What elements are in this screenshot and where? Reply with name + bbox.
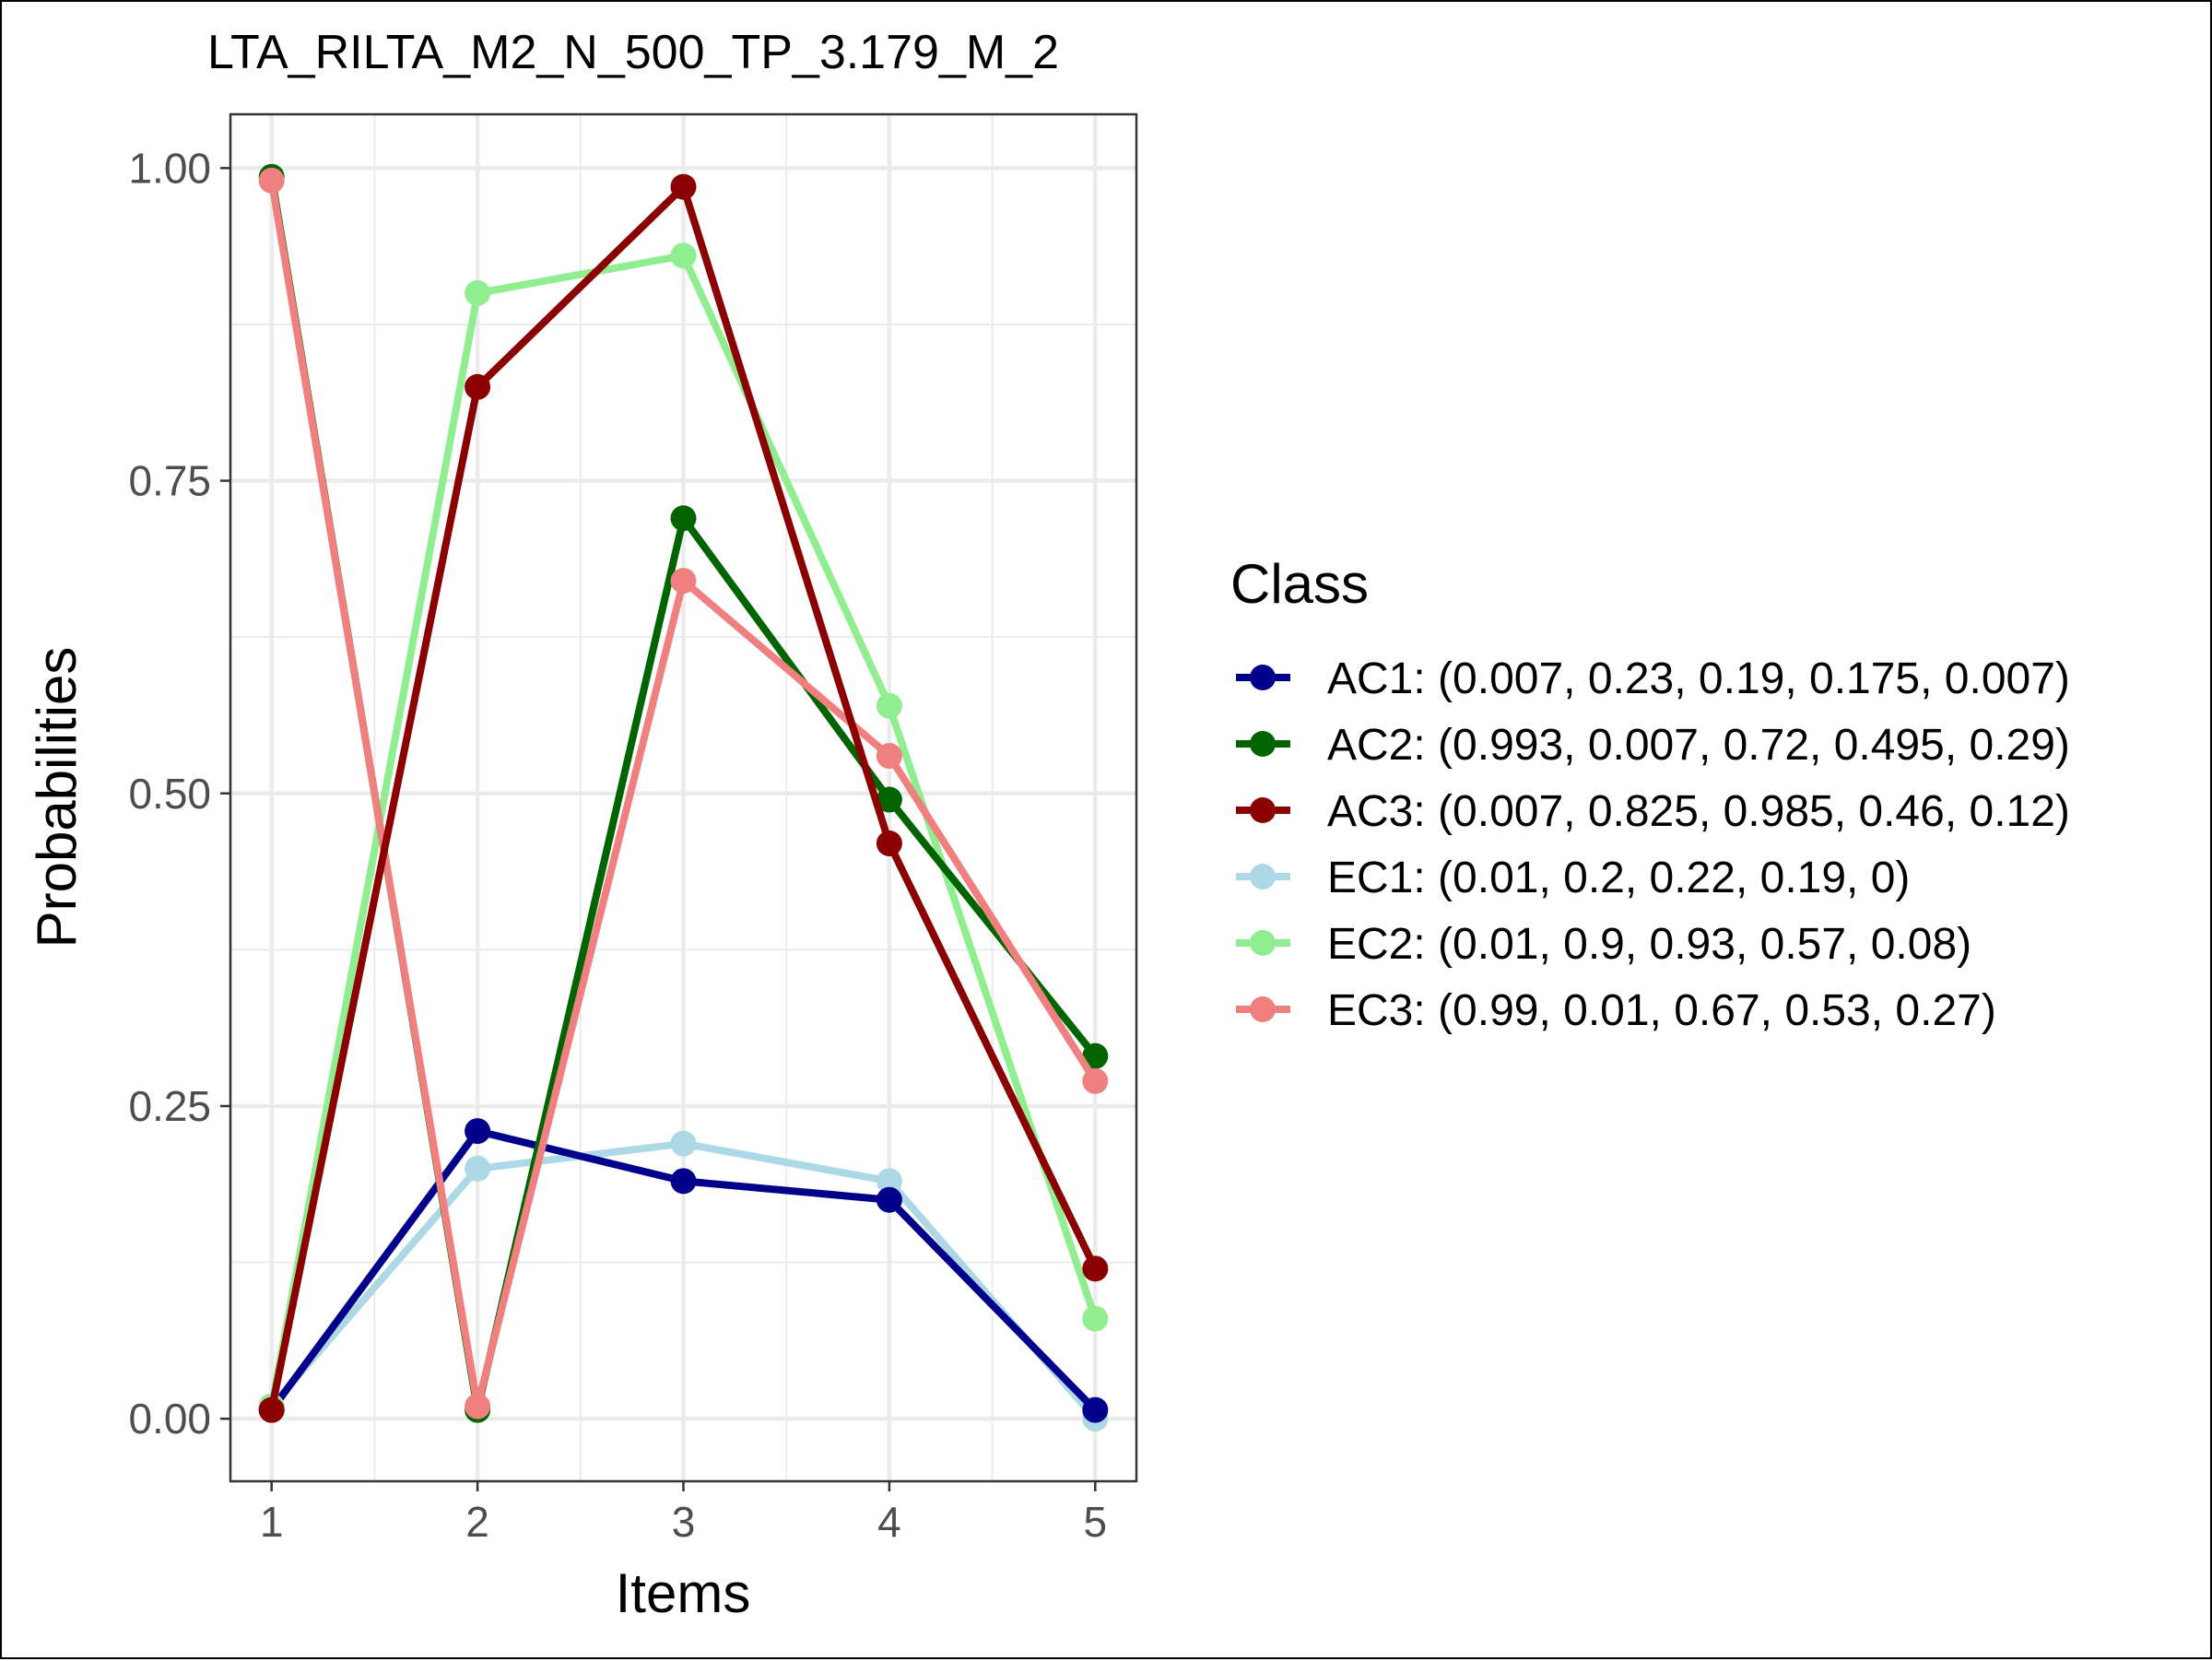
legend-label-ac3: AC3: (0.007, 0.825, 0.985, 0.46, 0.12) [1327,787,2070,836]
data-point-ac2 [1082,1043,1109,1069]
legend-item-ec1: EC1: (0.01, 0.2, 0.22, 0.19, 0) [1236,854,1910,902]
data-point-ac1 [1082,1396,1109,1423]
legend-label-ec3: EC3: (0.99, 0.01, 0.67, 0.53, 0.27) [1327,986,1996,1035]
legend-items: AC1: (0.007, 0.23, 0.19, 0.175, 0.007) AC… [1236,654,2070,1035]
x-tick-label: 1 [260,1498,284,1546]
data-point-ac1 [465,1118,491,1145]
data-point-ec1 [465,1155,491,1182]
data-point-ac3 [258,1396,285,1423]
series-ac3 [258,173,1109,1423]
legend-key-point-ec1 [1250,864,1276,889]
data-point-ec3 [1082,1067,1109,1094]
legend-key-point-ac3 [1250,797,1276,823]
x-tick-label: 4 [877,1498,901,1546]
y-tick-label: 0.50 [128,770,211,818]
series-layer [258,163,1109,1432]
data-point-ac3 [1082,1255,1109,1282]
y-tick-label: 0.75 [128,457,211,505]
data-point-ec1 [876,1168,902,1195]
legend-key-point-ac1 [1250,665,1276,690]
axes: 0.00 0.25 0.50 0.75 1.00 1 2 3 4 5 [128,144,1107,1546]
legend-label-ac2: AC2: (0.993, 0.007, 0.72, 0.495, 0.29) [1327,721,2070,770]
legend-item-ac1: AC1: (0.007, 0.23, 0.19, 0.175, 0.007) [1236,654,2070,703]
x-tick-label: 5 [1084,1498,1108,1546]
x-tick-label: 3 [672,1498,696,1546]
data-point-ec2 [670,242,697,269]
data-point-ac1 [876,1186,902,1213]
data-point-ec3 [465,1393,491,1420]
y-tick-label: 1.00 [128,144,211,192]
legend-item-ec3: EC3: (0.99, 0.01, 0.67, 0.53, 0.27) [1236,986,1996,1035]
data-point-ec2 [876,692,902,719]
x-axis-title: Items [616,1562,751,1624]
legend-key-point-ec3 [1250,996,1276,1022]
legend-label-ec2: EC2: (0.01, 0.9, 0.93, 0.57, 0.08) [1327,920,1971,969]
series-ec3 [258,167,1109,1420]
data-point-ec2 [1082,1305,1109,1332]
y-axis-title: Probabilities [26,647,88,948]
legend-key-point-ec2 [1250,930,1276,956]
data-point-ec1 [670,1130,697,1157]
data-point-ac2 [670,505,697,532]
legend-label-ac1: AC1: (0.007, 0.23, 0.19, 0.175, 0.007) [1327,654,2070,703]
y-tick-label: 0.25 [128,1082,211,1130]
data-point-ac3 [876,830,902,857]
legend-item-ec2: EC2: (0.01, 0.9, 0.93, 0.57, 0.08) [1236,920,1971,969]
data-point-ac2 [876,786,902,813]
legend-title: Class [1230,553,1369,615]
data-point-ec3 [876,743,902,770]
data-point-ac1 [670,1168,697,1195]
legend-label-ec1: EC1: (0.01, 0.2, 0.22, 0.19, 0) [1327,854,1910,902]
legend-item-ac3: AC3: (0.007, 0.825, 0.985, 0.46, 0.12) [1236,787,2070,836]
data-point-ec2 [465,280,491,307]
legend-key-point-ac2 [1250,731,1276,757]
data-point-ac3 [670,173,697,200]
data-point-ac3 [465,373,491,400]
legend-item-ac2: AC2: (0.993, 0.007, 0.72, 0.495, 0.29) [1236,721,2070,770]
legend: Class AC1: (0.007, 0.23, 0.19, 0.175, 0.… [1230,553,2070,1035]
data-point-ec3 [258,167,285,194]
data-point-ec3 [670,568,697,595]
x-tick-label: 2 [465,1498,489,1546]
y-tick-label: 0.00 [128,1395,211,1443]
chart-title: LTA_RILTA_M2_N_500_TP_3.179_M_2 [207,26,1059,79]
